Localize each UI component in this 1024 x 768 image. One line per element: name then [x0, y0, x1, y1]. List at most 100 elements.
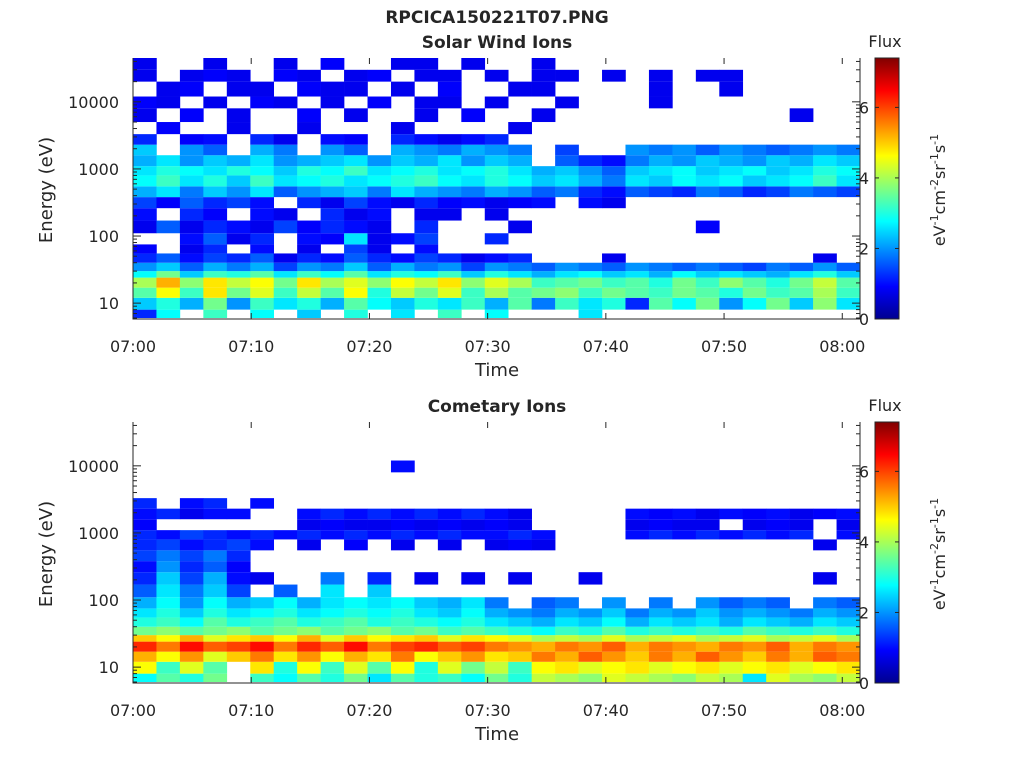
- spectrogram-cell: [555, 277, 579, 288]
- spectrogram-cell: [531, 197, 556, 209]
- spectrogram-cell: [836, 508, 861, 520]
- spectrogram-cell: [531, 530, 556, 540]
- spectrogram-cell: [625, 519, 650, 531]
- spectrogram-cell: [742, 297, 767, 310]
- spectrogram-cell: [742, 287, 767, 298]
- y-tick-label: 100: [88, 591, 119, 610]
- spectrogram-cell: [648, 155, 673, 167]
- spectrogram-cell: [437, 661, 462, 674]
- spectrogram-cell: [133, 530, 157, 540]
- spectrogram-cell: [742, 641, 767, 652]
- spectrogram-cell: [179, 134, 204, 145]
- spectrogram-cell: [789, 617, 814, 627]
- spectrogram-cell: [414, 262, 439, 272]
- spectrogram-cell: [156, 635, 181, 642]
- spectrogram-cell: [250, 144, 275, 156]
- spectrogram-cell: [836, 186, 861, 198]
- spectrogram-cell: [719, 626, 744, 636]
- spectrogram-cell: [648, 271, 673, 278]
- spectrogram-cell: [250, 155, 275, 167]
- spectrogram-cell: [250, 175, 275, 187]
- spectrogram-cell: [250, 271, 275, 278]
- x-tick-label: 07:50: [701, 337, 747, 356]
- spectrogram-cell: [836, 597, 861, 609]
- spectrogram-cell: [648, 519, 673, 531]
- spectrogram-cell: [813, 626, 837, 636]
- spectrogram-cell: [367, 208, 392, 221]
- spectrogram-cell: [203, 309, 228, 319]
- colorbar-tick-label: 0: [859, 674, 869, 693]
- spectrogram-cell: [836, 166, 861, 176]
- spectrogram-cell: [133, 651, 157, 662]
- spectrogram-cell: [437, 175, 462, 187]
- spectrogram-cell: [414, 651, 439, 662]
- spectrogram-cell: [226, 597, 251, 609]
- spectrogram-cell: [344, 155, 368, 167]
- spectrogram-cell: [602, 287, 626, 298]
- spectrogram-cell: [602, 69, 626, 82]
- spectrogram-cell: [203, 262, 228, 272]
- spectrogram-cell: [203, 220, 228, 234]
- spectrogram-cell: [461, 262, 486, 272]
- spectrogram-cell: [203, 58, 228, 70]
- spectrogram-cell: [437, 519, 462, 531]
- spectrogram-cell: [836, 635, 861, 642]
- spectrogram-cell: [203, 651, 228, 662]
- spectrogram-cell: [672, 287, 697, 298]
- spectrogram-cell: [789, 508, 814, 520]
- spectrogram-cell: [625, 641, 650, 652]
- spectrogram-cell: [179, 498, 204, 509]
- cometary-spectrogram: [133, 460, 861, 683]
- spectrogram-cell: [203, 608, 228, 618]
- spectrogram-cell: [555, 96, 579, 109]
- spectrogram-cell: [484, 651, 509, 662]
- spectrogram-cell: [742, 277, 767, 288]
- spectrogram-cell: [461, 572, 486, 585]
- spectrogram-cell: [344, 539, 368, 551]
- spectrogram-cell: [390, 134, 415, 145]
- spectrogram-cell: [297, 608, 321, 618]
- spectrogram-cell: [414, 186, 439, 198]
- spectrogram-cell: [719, 144, 744, 156]
- solar-wind-xlabel: Time: [474, 360, 519, 381]
- spectrogram-cell: [625, 262, 650, 272]
- spectrogram-cell: [344, 134, 368, 145]
- spectrogram-cell: [672, 186, 697, 198]
- x-tick-label: 07:30: [465, 337, 511, 356]
- spectrogram-cell: [250, 309, 275, 319]
- spectrogram-cell: [390, 166, 415, 176]
- spectrogram-cell: [414, 175, 439, 187]
- spectrogram-cell: [484, 309, 509, 319]
- spectrogram-cell: [179, 508, 204, 520]
- spectrogram-cell: [625, 271, 650, 278]
- spectrogram-cell: [203, 208, 228, 221]
- spectrogram-cell: [297, 175, 321, 187]
- spectrogram-cell: [766, 287, 790, 298]
- spectrogram-cell: [836, 155, 861, 167]
- spectrogram-cell: [320, 626, 345, 636]
- spectrogram-cell: [742, 597, 767, 609]
- spectrogram-cell: [203, 253, 228, 263]
- spectrogram-cell: [695, 220, 720, 234]
- spectrogram-cell: [273, 287, 298, 298]
- spectrogram-cell: [437, 155, 462, 167]
- spectrogram-cell: [367, 175, 392, 187]
- spectrogram-cell: [250, 262, 275, 272]
- spectrogram-cell: [719, 641, 744, 652]
- x-tick-label: 07:50: [701, 701, 747, 720]
- spectrogram-cell: [250, 197, 275, 209]
- spectrogram-cell: [672, 262, 697, 272]
- spectrogram-cell: [273, 673, 298, 683]
- spectrogram-cell: [414, 626, 439, 636]
- spectrogram-cell: [836, 287, 861, 298]
- spectrogram-cell: [156, 530, 181, 540]
- spectrogram-cell: [367, 244, 392, 254]
- spectrogram-cell: [531, 617, 556, 627]
- spectrogram-cell: [813, 175, 837, 187]
- spectrogram-cell: [250, 661, 275, 674]
- spectrogram-cell: [203, 96, 228, 109]
- spectrogram-cell: [156, 309, 181, 319]
- spectrogram-cell: [390, 81, 415, 97]
- spectrogram-cell: [719, 81, 744, 97]
- spectrogram-cell: [484, 271, 509, 278]
